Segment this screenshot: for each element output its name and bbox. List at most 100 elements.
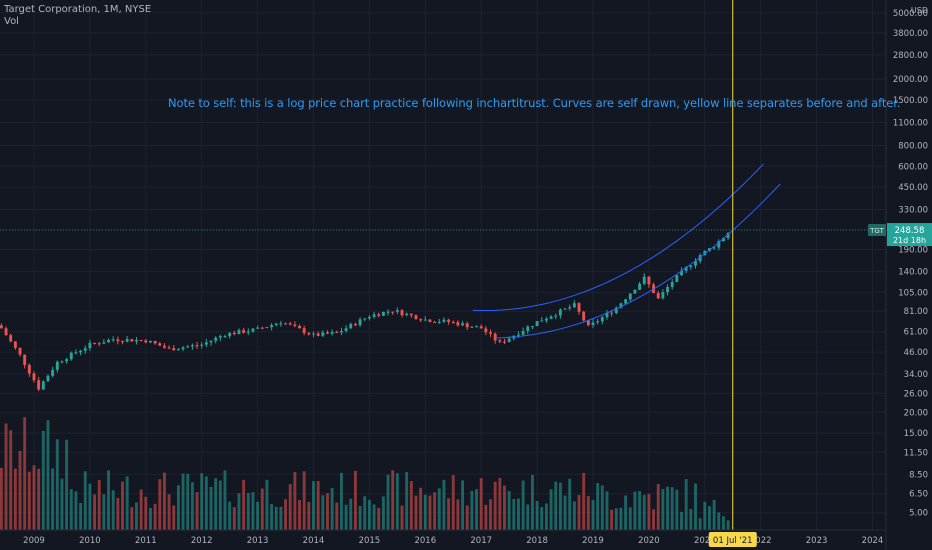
- volume-bar: [381, 496, 385, 530]
- candle: [526, 325, 530, 335]
- volume-bar: [586, 496, 590, 530]
- symbol-tag[interactable]: TGT: [868, 224, 886, 237]
- volume-bar: [554, 481, 558, 530]
- volume-bar: [526, 504, 530, 530]
- note-annotation[interactable]: Note to self: this is a log price chart …: [168, 96, 901, 110]
- volume-bar: [712, 499, 716, 530]
- price-tick: 11.50: [904, 448, 928, 458]
- volume-bar: [409, 481, 413, 530]
- candle: [326, 330, 329, 335]
- volume-bar: [246, 492, 250, 530]
- volume-bar: [312, 481, 315, 530]
- candle: [638, 281, 642, 291]
- candle: [433, 320, 437, 323]
- volume-bar: [680, 511, 683, 530]
- volume-bar: [517, 498, 520, 530]
- volume-bar: [605, 491, 609, 530]
- price-tick: 800.00: [898, 141, 928, 151]
- candle: [363, 317, 367, 322]
- volume-bar: [69, 489, 73, 530]
- price-tick: 1100.00: [893, 118, 928, 128]
- volume-bar: [358, 506, 362, 530]
- candle: [423, 316, 427, 321]
- symbol-title[interactable]: Target Corporation, 1M, NYSE: [4, 4, 152, 15]
- volume-bar: [116, 497, 120, 530]
- candle: [65, 357, 69, 364]
- volume-bar: [484, 504, 488, 530]
- volume-bar: [591, 500, 595, 530]
- volume-bar: [647, 493, 651, 530]
- volume-bar: [479, 478, 483, 530]
- volume-bar: [51, 468, 55, 530]
- candle: [288, 321, 292, 326]
- candle: [563, 308, 567, 310]
- volume-legend[interactable]: Vol: [4, 16, 19, 27]
- volume-bar: [153, 503, 157, 530]
- volume-bar: [689, 508, 693, 530]
- candle: [13, 341, 17, 350]
- candles: [0, 232, 730, 392]
- candle: [316, 331, 320, 337]
- volume-bars: [0, 417, 730, 530]
- candle: [400, 309, 404, 318]
- price-tick: 140.00: [898, 268, 928, 278]
- candle: [349, 322, 353, 330]
- candle: [144, 339, 148, 344]
- upper-curve[interactable]: [472, 163, 764, 311]
- volume-bar: [558, 482, 562, 530]
- candle: [642, 273, 646, 286]
- svg-text:TGT: TGT: [869, 227, 884, 235]
- volume-bar: [228, 501, 232, 530]
- volume-bar: [9, 430, 13, 530]
- candle: [18, 347, 22, 357]
- volume-bar: [572, 501, 576, 530]
- candle: [23, 354, 27, 369]
- trend-curves: [472, 163, 781, 339]
- time-tick: 2010: [79, 536, 101, 546]
- volume-bar: [149, 507, 152, 530]
- candle: [167, 345, 171, 350]
- candle: [596, 318, 600, 325]
- volume-bar: [437, 488, 441, 530]
- volume-bar: [102, 494, 106, 530]
- volume-bar: [74, 491, 78, 530]
- candle: [195, 341, 199, 349]
- time-tick: 2019: [582, 536, 604, 546]
- candle: [600, 316, 604, 325]
- time-tick: 2024: [862, 536, 884, 546]
- candle: [153, 340, 157, 345]
- candle: [670, 278, 674, 290]
- price-tick: 105.00: [898, 288, 928, 298]
- volume-bar: [465, 505, 469, 530]
- candle: [465, 321, 469, 330]
- candle: [377, 312, 381, 318]
- price-tick: 2000.00: [893, 75, 928, 85]
- candle: [624, 298, 628, 305]
- time-tick: 2009: [23, 536, 45, 546]
- candle: [228, 332, 232, 339]
- candle: [605, 310, 609, 320]
- volume-bar: [498, 477, 502, 530]
- candle: [186, 344, 190, 348]
- lower-curve[interactable]: [495, 183, 781, 339]
- candle: [162, 343, 166, 349]
- candle: [628, 293, 632, 302]
- volume-bar: [265, 479, 269, 530]
- volume-bar: [293, 472, 297, 530]
- volume-bar: [652, 509, 656, 530]
- volume-bar: [46, 420, 50, 530]
- volume-bar: [726, 520, 730, 530]
- candle: [395, 307, 399, 314]
- candle: [703, 250, 707, 256]
- volume-bar: [395, 473, 399, 530]
- volume-bar: [340, 472, 343, 530]
- candle: [661, 289, 665, 300]
- volume-bar: [694, 483, 697, 530]
- price-tick: 450.00: [898, 183, 928, 193]
- time-tick: 2022: [750, 536, 772, 546]
- volume-bar: [190, 482, 194, 530]
- volume-bar: [442, 479, 446, 530]
